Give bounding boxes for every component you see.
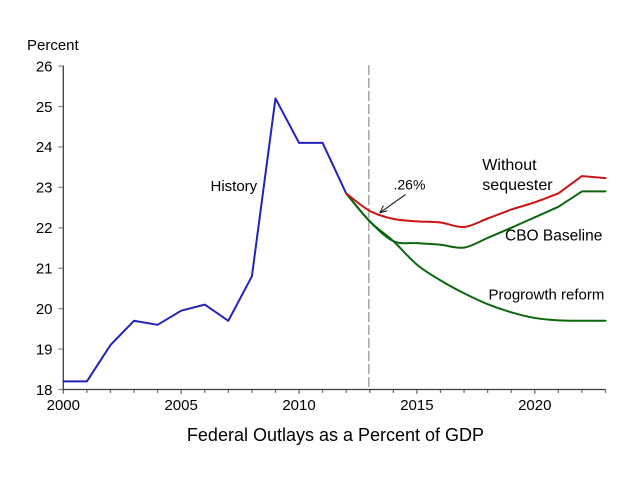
svg-text:20: 20 [36, 301, 53, 318]
svg-text:Progrowth reform: Progrowth reform [489, 287, 605, 304]
svg-text:Percent: Percent [27, 37, 80, 54]
svg-text:2010: 2010 [282, 397, 315, 414]
svg-text:CBO Baseline: CBO Baseline [505, 228, 602, 245]
svg-text:19: 19 [36, 341, 53, 358]
svg-text:sequester: sequester [482, 177, 553, 194]
svg-text:2005: 2005 [164, 397, 197, 414]
svg-text:2015: 2015 [400, 397, 433, 414]
svg-text:Federal Outlays as a Percent o: Federal Outlays as a Percent of GDP [187, 425, 484, 445]
svg-text:2000: 2000 [47, 397, 80, 414]
svg-text:22: 22 [36, 220, 53, 237]
svg-text:26: 26 [36, 58, 53, 75]
svg-text:21: 21 [36, 261, 53, 278]
svg-text:2020: 2020 [518, 397, 551, 414]
svg-text:23: 23 [36, 180, 53, 197]
svg-text:History: History [211, 178, 258, 195]
svg-text:18: 18 [36, 382, 53, 399]
svg-text:24: 24 [36, 139, 53, 156]
svg-text:.26%: .26% [394, 177, 426, 193]
svg-text:Without: Without [482, 157, 537, 174]
svg-text:25: 25 [36, 99, 53, 116]
